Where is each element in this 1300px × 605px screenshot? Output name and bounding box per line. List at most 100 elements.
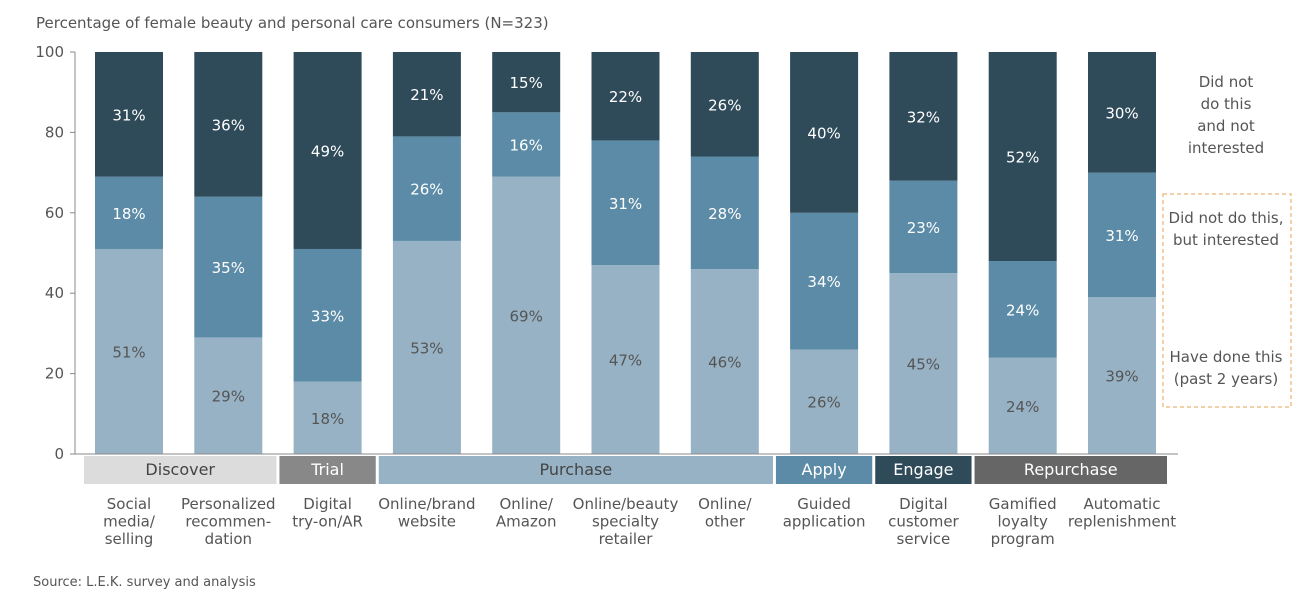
category-label: loyalty: [998, 513, 1048, 531]
data-label: 21%: [410, 86, 443, 104]
y-tick-label: 80: [45, 123, 64, 141]
bar-segment: [95, 176, 163, 249]
category-label: Amazon: [496, 513, 557, 531]
category-label: Gamified: [989, 495, 1057, 513]
bar-segment: [1088, 297, 1156, 454]
phase-band: [775, 456, 873, 484]
y-tick-label: 20: [45, 365, 64, 383]
phase-label: Engage: [893, 460, 953, 479]
source-note: Source: L.E.K. survey and analysis: [33, 575, 256, 590]
category-label: Online/brand: [378, 495, 475, 513]
data-label: 49%: [311, 142, 344, 160]
chart-title: Percentage of female beauty and personal…: [36, 14, 549, 32]
bar-segment: [988, 357, 1057, 454]
category-label: website: [398, 513, 456, 531]
bar-segment: [690, 156, 759, 270]
phase-band: [875, 456, 972, 484]
bar-segment: [591, 265, 660, 454]
category-label: Guided: [797, 495, 851, 513]
data-label: 69%: [510, 307, 543, 325]
data-label: 32%: [907, 108, 940, 126]
bar-segment: [988, 261, 1057, 358]
category-label: Personalized: [181, 495, 276, 513]
phase-band: [974, 456, 1167, 484]
data-label: 23%: [907, 219, 940, 237]
category-label: recommen-: [185, 513, 271, 531]
bar-segment: [889, 52, 958, 181]
category-label: program: [991, 530, 1055, 548]
data-label: 39%: [1105, 368, 1138, 386]
data-label: 35%: [212, 259, 245, 277]
data-label: 28%: [708, 205, 741, 223]
bar-segment: [95, 52, 163, 177]
category-label: retailer: [599, 530, 654, 548]
category-label: application: [783, 513, 866, 531]
category-label: replenishment: [1068, 513, 1176, 531]
phase-band: [378, 456, 773, 484]
data-label: 15%: [510, 74, 543, 92]
bar-segment: [392, 136, 461, 241]
bar-segment: [293, 52, 362, 249]
legend-label: and not: [1197, 117, 1255, 135]
bar-segment: [293, 381, 362, 454]
data-label: 33%: [311, 307, 344, 325]
bar-segment: [790, 349, 859, 454]
category-label: service: [897, 530, 951, 548]
data-label: 52%: [1006, 149, 1039, 167]
category-label: Online/: [698, 495, 752, 513]
bar-segment: [392, 52, 461, 137]
bar-segment: [95, 248, 163, 454]
data-label: 16%: [510, 136, 543, 154]
legend-label: Did not: [1199, 73, 1254, 91]
data-label: 36%: [212, 116, 245, 134]
data-label: 40%: [807, 124, 840, 142]
bar-segment: [591, 140, 660, 266]
bar-segment: [194, 52, 263, 197]
legend-label: do this: [1201, 95, 1252, 113]
legend-highlight-box: [1162, 193, 1292, 408]
data-label: 26%: [410, 181, 443, 199]
category-label: Social: [107, 495, 151, 513]
category-label: try-on/AR: [292, 513, 363, 531]
y-tick-label: 100: [35, 43, 64, 61]
category-label: other: [705, 513, 746, 531]
data-label: 30%: [1105, 104, 1138, 122]
bar-segment: [988, 52, 1057, 262]
data-label: 24%: [1006, 398, 1039, 416]
bar-segment: [1088, 172, 1156, 298]
data-label: 31%: [1105, 227, 1138, 245]
y-tick-label: 60: [45, 204, 64, 222]
data-label: 31%: [112, 106, 145, 124]
bar-segment: [194, 337, 263, 454]
bar-segment: [591, 52, 660, 141]
data-label: 29%: [212, 388, 245, 406]
legend-label: (past 2 years): [1174, 370, 1278, 388]
bar-segment: [889, 273, 958, 454]
data-label: 53%: [410, 339, 443, 357]
bar-segment: [889, 180, 958, 274]
bar-segment: [1088, 52, 1156, 173]
data-label: 18%: [311, 410, 344, 428]
bar-segment: [690, 269, 759, 454]
category-label: Digital: [303, 495, 352, 513]
data-label: 34%: [807, 273, 840, 291]
phase-band: [84, 456, 277, 484]
category-label: Online/: [499, 495, 553, 513]
bar-segment: [392, 240, 461, 454]
bar-segment: [194, 196, 263, 338]
data-label: 45%: [907, 356, 940, 374]
bar-segment: [790, 212, 859, 350]
data-label: 22%: [609, 88, 642, 106]
phase-label: Apply: [802, 460, 847, 479]
bar-segment: [492, 52, 561, 113]
phase-label: Discover: [145, 460, 215, 479]
legend-label: interested: [1188, 139, 1264, 157]
y-tick-label: 0: [54, 445, 64, 463]
phase-band: [279, 456, 376, 484]
bar-segment: [492, 176, 561, 454]
data-label: 46%: [708, 354, 741, 372]
legend-label: but interested: [1173, 231, 1279, 249]
data-label: 51%: [112, 343, 145, 361]
bar-segment: [293, 248, 362, 382]
